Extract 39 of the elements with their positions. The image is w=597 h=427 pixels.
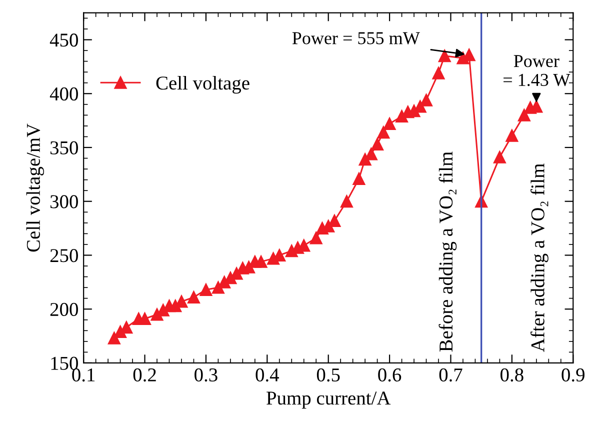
point	[438, 50, 451, 62]
point	[200, 283, 212, 296]
y-tick-label: 400	[50, 87, 78, 101]
point	[352, 172, 366, 185]
point	[383, 118, 396, 130]
y-tick-label: 150	[51, 356, 78, 370]
annotation: After adding a VO₂ film	[530, 164, 548, 352]
x-axis-title: Pump current/A	[266, 392, 391, 409]
y-tick-label: 300	[50, 195, 78, 208]
annotation: Before adding a VO₂ film	[438, 152, 457, 352]
point	[187, 290, 200, 304]
x-tick-label: 0.2	[133, 368, 156, 382]
x-tick-label: 0.7	[439, 368, 462, 382]
x-tick-label: 0.4	[256, 368, 280, 382]
y-axis-title: Cell voltage/mV	[26, 124, 44, 252]
legend-label: Cell voltage	[156, 76, 250, 94]
y-tick-label: 450	[50, 34, 78, 47]
point	[377, 126, 390, 139]
y-tick-label: 350	[50, 141, 78, 154]
point	[506, 129, 518, 142]
x-tick-label: 0.6	[378, 368, 402, 382]
x-tick-label: 0.9	[562, 368, 584, 382]
point	[340, 195, 353, 208]
x-tick-label: 0.8	[500, 368, 524, 382]
y-tick-label: 250	[50, 249, 78, 262]
point	[108, 332, 120, 344]
point	[432, 66, 445, 80]
point	[254, 255, 268, 268]
point	[371, 138, 384, 150]
point	[518, 108, 530, 122]
y-tick-label: 200	[50, 302, 78, 316]
annotation: Power = 1.43 W	[504, 55, 570, 86]
x-tick-label: 0.3	[194, 368, 218, 382]
x-tick-label: 0.1	[72, 368, 95, 382]
annotation: Power = 555 mW	[292, 32, 420, 44]
point	[310, 232, 322, 244]
point	[420, 94, 433, 106]
point	[493, 150, 506, 164]
x-tick-label: 0.5	[316, 368, 340, 382]
